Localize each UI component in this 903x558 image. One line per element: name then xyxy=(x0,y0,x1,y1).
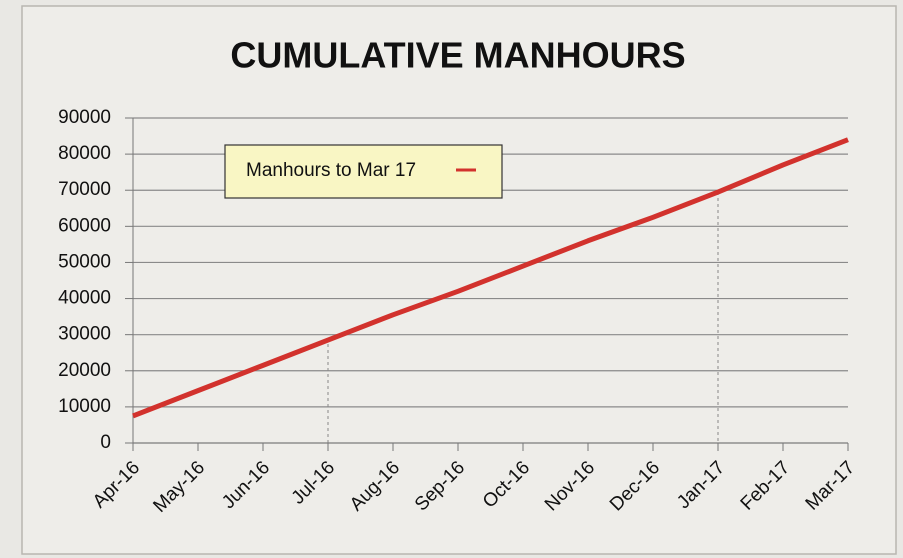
chart-title: CUMULATIVE MANHOURS xyxy=(230,35,685,76)
y-tick-label: 70000 xyxy=(58,179,111,200)
line-series xyxy=(132,137,849,419)
legend: Manhours to Mar 17 xyxy=(224,144,503,199)
y-tick-label: 80000 xyxy=(58,143,111,164)
chart-frame xyxy=(21,5,897,555)
y-tick-label: 60000 xyxy=(58,215,111,236)
legend-label: Manhours to Mar 17 xyxy=(246,160,416,181)
y-tick-label: 40000 xyxy=(58,288,111,309)
y-tick-label: 0 xyxy=(100,432,111,453)
y-tick-label: 90000 xyxy=(58,107,111,128)
y-tick-label: 20000 xyxy=(58,360,111,381)
legend-box xyxy=(224,144,503,199)
y-tick-label: 50000 xyxy=(58,251,111,272)
y-tick-label: 10000 xyxy=(58,396,111,417)
y-tick-label: 30000 xyxy=(58,324,111,345)
